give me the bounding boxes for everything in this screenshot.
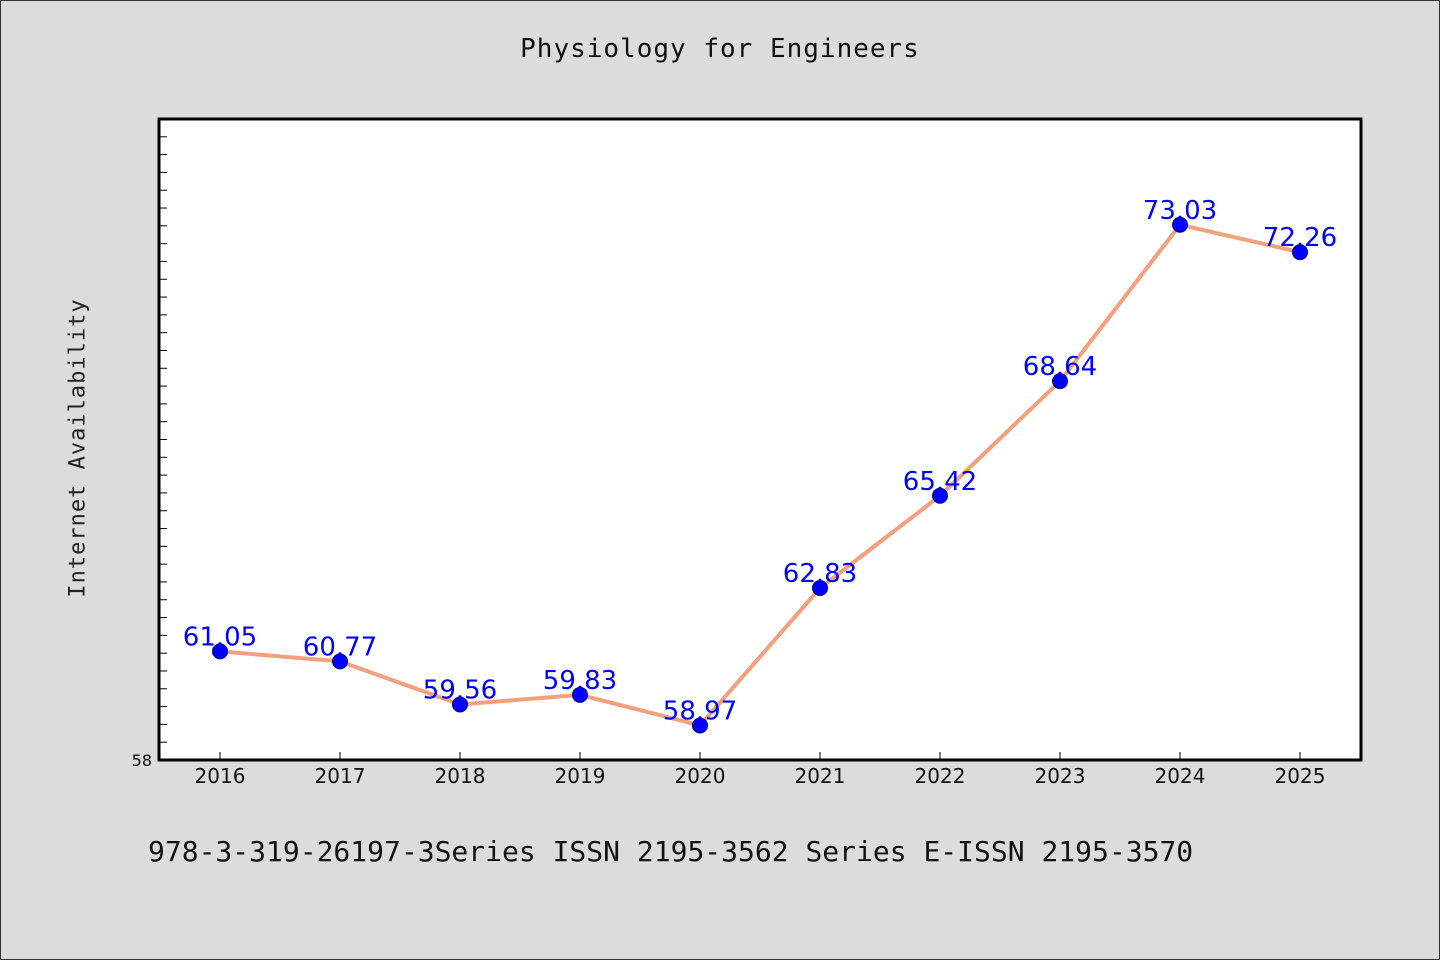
data-label: 59.83: [543, 666, 617, 696]
data-point: [812, 579, 828, 596]
plot-area: [157, 117, 1363, 762]
data-label: 58.97: [663, 696, 737, 726]
x-tick-label: 2025: [1275, 764, 1326, 788]
data-point: [1292, 244, 1308, 261]
data-label: 60.77: [303, 632, 377, 662]
x-tick-label: 2022: [915, 764, 966, 788]
series-line: [218, 222, 1302, 728]
y-tick-label-min: 58: [132, 751, 152, 770]
chart-title: Physiology for Engineers: [520, 34, 920, 64]
data-label: 65.42: [903, 467, 977, 497]
data-point: [692, 717, 708, 734]
data-point: [1052, 373, 1068, 390]
data-label: 59.56: [423, 675, 497, 705]
x-axis-ticks: [219, 752, 1301, 760]
data-label: 68.64: [1023, 352, 1097, 382]
data-point: [332, 653, 348, 670]
data-label: 61.05: [183, 622, 257, 652]
x-tick-label: 2023: [1035, 764, 1086, 788]
data-labels: 61.05 60.77 59.56 59.83 58.97 62.83 65.42 68.64…: [183, 196, 1337, 727]
data-point: [1172, 216, 1188, 233]
x-tick-label: 2019: [555, 764, 606, 788]
y-axis-ticks: [159, 136, 167, 743]
series-line-group: [218, 222, 1302, 728]
data-point: [212, 643, 228, 660]
data-point: [452, 696, 468, 713]
data-label: 73.03: [1143, 196, 1217, 226]
x-tick-label: 2024: [1155, 764, 1206, 788]
x-tick-label: 2020: [675, 764, 726, 788]
data-markers: [212, 216, 1308, 734]
x-tick-label: 2021: [795, 764, 846, 788]
data-label: 72.26: [1263, 223, 1337, 253]
data-point: [932, 487, 948, 504]
footer-isbn-text: 978-3-319-26197-3Series ISSN 2195-3562 S…: [148, 835, 1194, 868]
data-point: [572, 686, 588, 703]
x-tick-label: 2017: [315, 764, 366, 788]
x-tick-label: 2016: [195, 764, 246, 788]
data-label: 62.83: [783, 559, 857, 589]
x-tick-label: 2018: [435, 764, 486, 788]
x-axis-tick-labels: 2016 2017 2018 2019 2020 2021 2022 2023 2024 2025: [195, 764, 1326, 788]
